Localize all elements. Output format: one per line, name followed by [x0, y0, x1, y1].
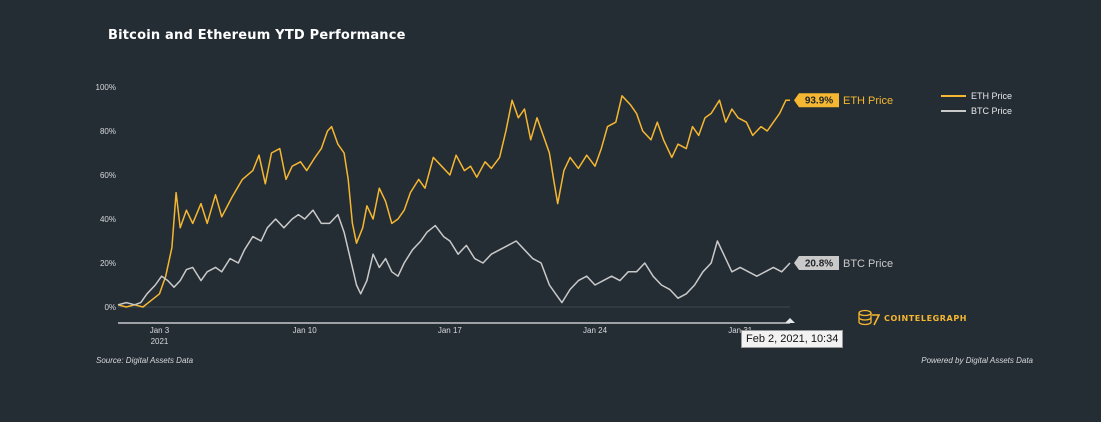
- eth-end-tag-bg: [794, 93, 839, 108]
- y-tick-label: 100%: [96, 83, 116, 92]
- eth-legend-label: ETH Price: [971, 91, 1012, 101]
- btc-end-series-name: BTC Price: [843, 258, 893, 270]
- y-tick-label: 0%: [104, 303, 116, 312]
- brand-logo: COINTELEGRAPH: [858, 309, 967, 327]
- x-tick-label: Jan 31: [728, 326, 753, 335]
- hover-tooltip: Feb 2, 2021, 10:34: [741, 330, 844, 348]
- source-note: Source: Digital Assets Data: [96, 356, 194, 365]
- legend-item-eth[interactable]: ETH Price: [941, 91, 1012, 101]
- chart-title: Bitcoin and Ethereum YTD Performance: [108, 28, 406, 43]
- series-end-labels: 93.9% ETH Price 20.8% BTC Price: [794, 93, 893, 270]
- y-tick-label: 40%: [100, 215, 116, 224]
- y-tick-label: 80%: [100, 127, 116, 136]
- eth-end-value: 93.9%: [805, 96, 833, 107]
- powered-by-note: Powered by Digital Assets Data: [921, 356, 1033, 365]
- x-axis: Jan 3 2021 Jan 10 Jan 17 Jan 24 Jan 31: [118, 318, 795, 346]
- x-tick-sublabel: 2021: [151, 337, 169, 346]
- x-tick-label: Jan 10: [293, 326, 318, 335]
- series-lines: [117, 95, 791, 308]
- x-tick-label: Jan 24: [583, 326, 608, 335]
- x-tick-label: Jan 3: [150, 326, 170, 335]
- btc-legend-label: BTC Price: [971, 106, 1012, 116]
- legend-item-btc[interactable]: BTC Price: [941, 106, 1012, 116]
- x-tick-label: Jan 17: [438, 326, 463, 335]
- y-axis: 0% 20% 40% 60% 80% 100%: [96, 83, 116, 312]
- range-slider-handle[interactable]: [785, 318, 795, 323]
- btc-end-value: 20.8%: [805, 259, 833, 270]
- btc-end-tag-bg: [794, 256, 839, 270]
- brand-text: COINTELEGRAPH: [884, 313, 968, 323]
- y-tick-label: 20%: [100, 259, 116, 268]
- cointelegraph-logo-icon: [858, 309, 880, 326]
- eth-end-series-name: ETH Price: [843, 95, 893, 107]
- legend: ETH Price BTC Price: [941, 91, 1012, 116]
- eth-series-line[interactable]: [117, 95, 790, 308]
- btc-series-line[interactable]: [117, 209, 791, 306]
- y-tick-label: 60%: [100, 171, 116, 180]
